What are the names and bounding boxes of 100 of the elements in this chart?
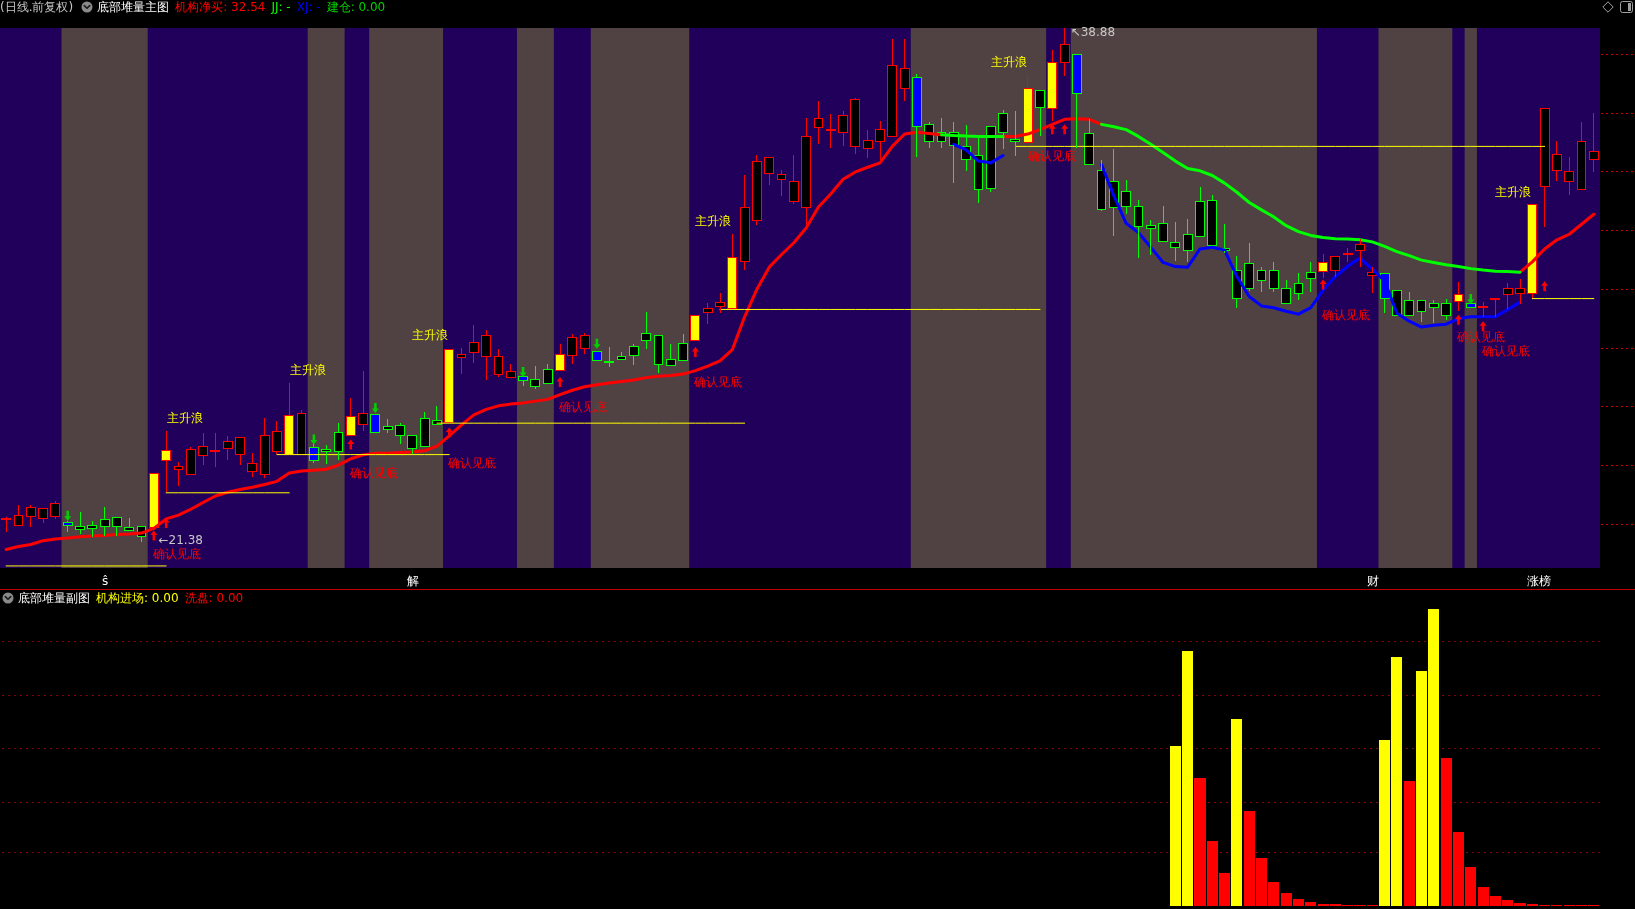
data-label: 确认见底 <box>348 465 398 480</box>
candlestick <box>1305 261 1316 293</box>
candlestick <box>431 405 442 425</box>
candlestick <box>764 156 775 186</box>
point <box>1467 293 1475 304</box>
candlestick <box>358 370 369 432</box>
candlestick <box>1453 281 1464 312</box>
candlestick <box>776 169 787 197</box>
x-tick-label: 榜 <box>1539 573 1552 588</box>
point <box>1048 124 1056 135</box>
x-tick-label: ŝ <box>101 573 109 588</box>
data-label: 确认见底 <box>693 375 743 390</box>
candlestick <box>456 347 467 375</box>
chart-subtitle: 底部堆量主图 <box>97 0 170 14</box>
candlestick <box>1515 278 1525 305</box>
candlestick <box>665 343 676 367</box>
candlestick <box>296 409 307 456</box>
candlestick <box>1416 300 1427 323</box>
text: 机构净买: 32.54 <box>175 0 266 14</box>
candlestick <box>1268 261 1279 293</box>
point <box>347 439 355 450</box>
candlestick <box>370 413 381 434</box>
chart-title: 底部堆量副图 <box>18 591 90 605</box>
candlestick <box>1207 194 1218 247</box>
candlestick <box>259 417 270 479</box>
candlestick <box>678 333 689 362</box>
candlestick <box>481 329 492 381</box>
point <box>64 510 72 521</box>
candlestick <box>271 420 282 455</box>
candlestick <box>1355 238 1365 268</box>
candlestick <box>1 516 12 533</box>
x-tick-label: 解 <box>406 573 419 588</box>
candlestick <box>530 365 541 390</box>
candlestick <box>1121 179 1132 215</box>
bar <box>1231 718 1243 906</box>
candlestick <box>185 446 196 475</box>
candlestick <box>838 110 849 147</box>
candlestick <box>1096 159 1107 212</box>
text: ↖38.88 <box>1070 25 1116 39</box>
candlestick <box>148 472 159 529</box>
candlestick <box>1059 27 1070 77</box>
candlestick <box>247 452 258 478</box>
candlestick <box>751 154 762 226</box>
candlestick <box>1564 156 1575 196</box>
candlestick <box>13 504 24 527</box>
text: 主升浪 <box>695 214 732 229</box>
candlestick <box>1195 186 1205 237</box>
candlestick <box>1133 199 1144 259</box>
candlestick <box>899 38 910 102</box>
candlestick <box>702 302 713 325</box>
candlestick <box>1281 279 1292 304</box>
candlestick <box>99 506 110 537</box>
candlestick <box>555 343 565 372</box>
candlestick <box>739 174 750 271</box>
candlestick <box>1047 49 1058 122</box>
candlestick <box>321 444 332 465</box>
data-label: 确认见底 <box>558 400 607 415</box>
candlestick <box>1170 221 1181 262</box>
candlestick <box>235 437 245 466</box>
candlestick <box>1551 140 1562 182</box>
candlestick <box>628 343 639 366</box>
candlestick <box>1293 272 1304 301</box>
candlestick <box>210 432 221 468</box>
point <box>1541 281 1549 292</box>
text: 主升浪 <box>167 410 204 425</box>
candlestick <box>1539 108 1550 228</box>
candlestick <box>468 324 479 364</box>
candlestick <box>813 100 824 145</box>
candlestick <box>75 511 85 535</box>
candlestick <box>111 517 122 537</box>
candlestick <box>850 97 861 155</box>
candlestick <box>87 520 98 538</box>
candlestick <box>1084 118 1095 165</box>
text: 建仓: 0.00 <box>326 0 386 14</box>
candlestick <box>505 363 516 378</box>
candlestick <box>1576 121 1587 190</box>
point <box>593 338 601 349</box>
candlestick <box>567 333 578 365</box>
candlestick <box>1071 54 1082 149</box>
candlestick <box>1158 205 1169 243</box>
candlestick <box>50 500 61 520</box>
candlestick <box>345 397 356 436</box>
candlestick <box>1428 299 1439 324</box>
candlestick <box>690 314 701 341</box>
candlestick <box>1318 253 1329 279</box>
candlestick <box>887 38 898 138</box>
candlestick <box>38 507 49 524</box>
point <box>371 402 379 413</box>
text: 主升浪 <box>990 54 1027 69</box>
candlestick <box>395 422 405 445</box>
candlestick <box>62 520 73 533</box>
candlestick <box>1035 89 1045 137</box>
candlestick <box>911 73 922 158</box>
text: XJ: - <box>296 0 321 14</box>
candlestick <box>284 382 295 456</box>
candlestick <box>591 351 602 362</box>
candlestick <box>1441 298 1452 321</box>
candlestick <box>788 154 799 205</box>
data-label: 确认见底 <box>1027 149 1077 164</box>
candlestick <box>1588 112 1599 173</box>
